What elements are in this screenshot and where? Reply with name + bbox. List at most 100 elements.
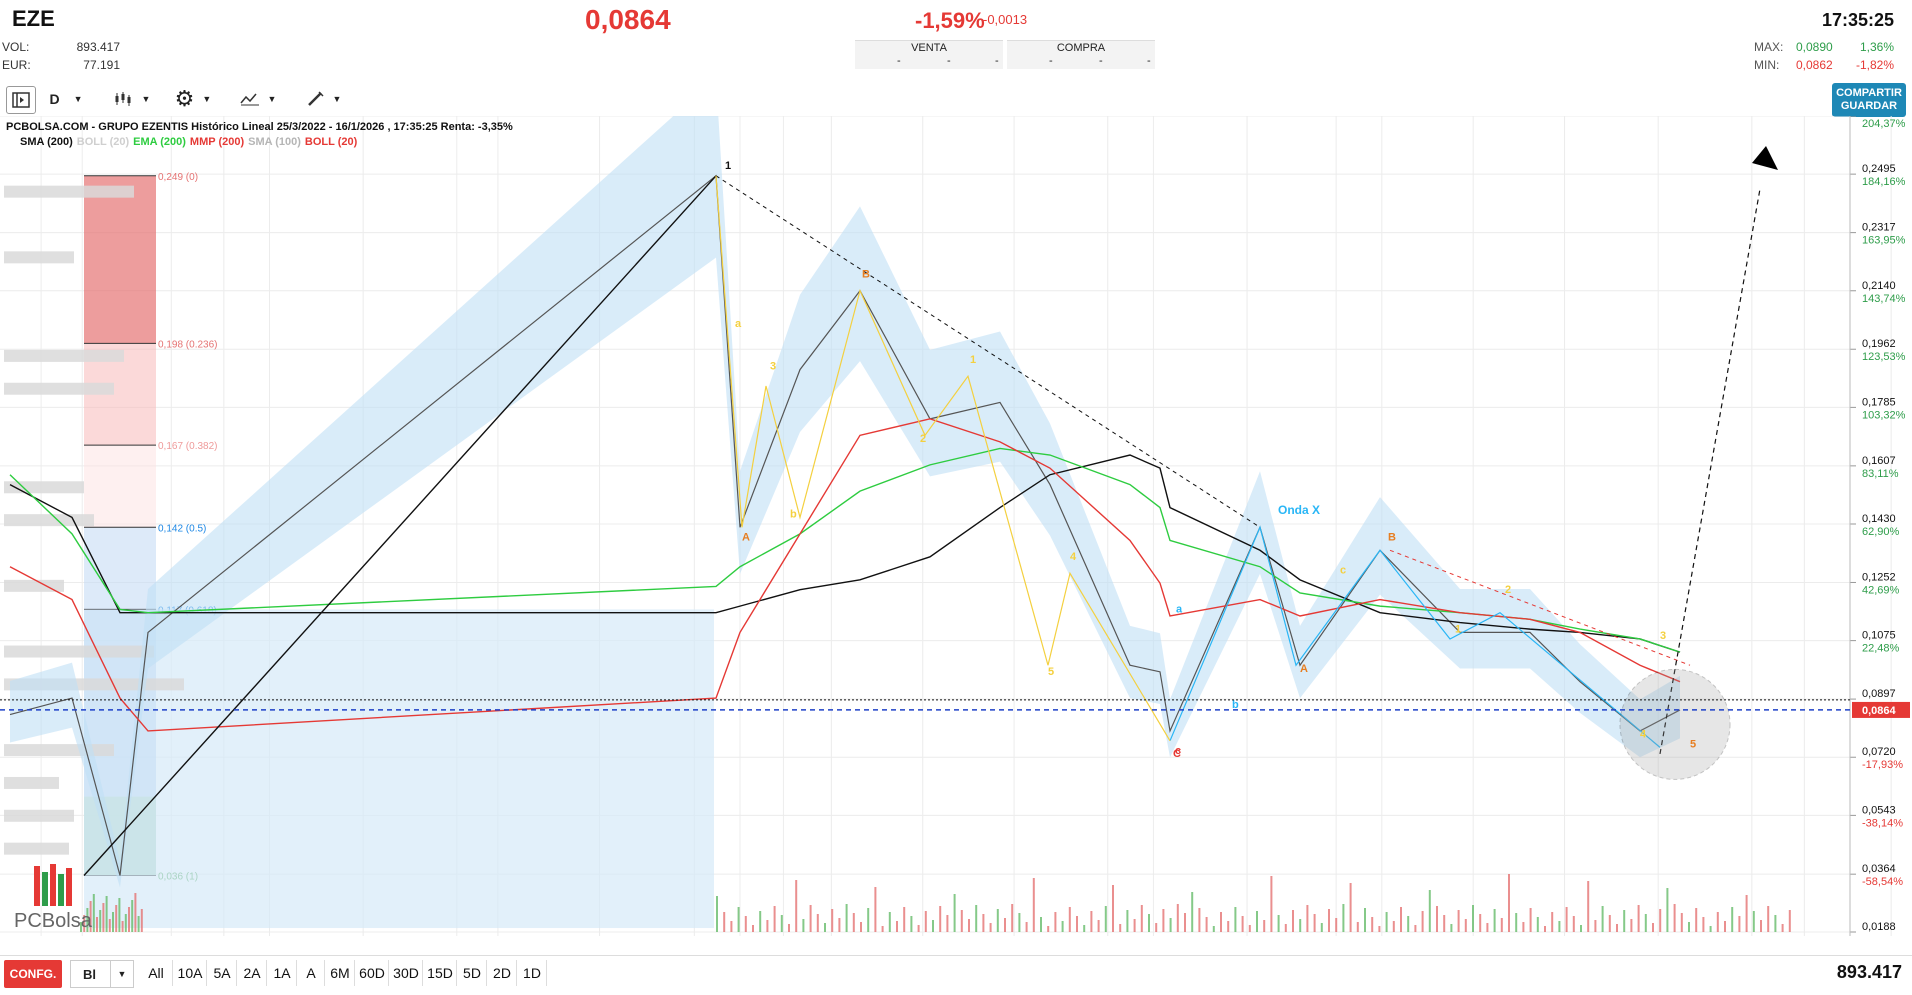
volume-bar — [1306, 905, 1309, 932]
range-button-15d[interactable]: 15D — [424, 960, 457, 986]
y-pct-label: 22,48% — [1862, 643, 1900, 655]
chart-type-select[interactable]: ▼ — [110, 86, 154, 112]
volume-bar — [1688, 922, 1690, 932]
volume-bar — [759, 911, 762, 932]
range-button-6m[interactable]: 6M — [326, 960, 355, 986]
volume-bar — [809, 905, 812, 932]
volume-bar — [89, 901, 92, 932]
range-button-5d[interactable]: 5D — [458, 960, 487, 986]
y-pct-label: -38,14% — [1862, 817, 1903, 829]
volume-bar — [1767, 906, 1770, 932]
wave-label: B — [862, 269, 870, 281]
y-tick-label: 0,2317 — [1862, 222, 1896, 234]
min-pct: -1,82% — [1855, 58, 1894, 72]
period-select[interactable]: D ▼ — [48, 86, 84, 112]
price-chart[interactable]: 0,249 (0) 0,198 (0.236) 0,167 (0.382) 0,142… — [0, 116, 1912, 936]
mode-select[interactable]: Bl ▼ — [70, 960, 134, 988]
volume-bar — [1328, 909, 1330, 932]
volume-profile-bar — [4, 842, 69, 855]
volume-bar — [1702, 917, 1705, 932]
watermark-text: PCBolsa — [14, 910, 92, 932]
range-button-30d[interactable]: 30D — [390, 960, 423, 986]
volume-bar — [1025, 922, 1028, 932]
volume-bar — [137, 916, 140, 932]
eur-value: 77.191 — [83, 58, 120, 72]
min-label: MIN: — [1754, 58, 1780, 72]
volume-bar — [1493, 909, 1496, 932]
config-button[interactable]: CONFG. — [4, 960, 62, 988]
wave-label: 5 — [1690, 738, 1696, 750]
volume-bar — [1659, 909, 1662, 932]
wave-label: 4 — [1070, 551, 1077, 563]
volume-bar — [1040, 917, 1042, 932]
current-price-tag — [1852, 701, 1910, 718]
range-button-2d[interactable]: 2D — [488, 960, 517, 986]
chevron-down-icon: ▼ — [73, 94, 83, 104]
y-tick-label: 0,1075 — [1862, 630, 1896, 642]
volume-bar — [1191, 892, 1194, 932]
order-book: VENTA - - - COMPRA - - - — [855, 40, 1155, 69]
volume-profile-bar — [4, 744, 114, 757]
range-button-1a[interactable]: 1A — [268, 960, 297, 986]
impulse-line — [83, 175, 717, 876]
drawing-tools-select[interactable]: ▼ — [302, 86, 346, 112]
volume-bar — [1724, 921, 1726, 932]
volume-bar — [1464, 919, 1467, 932]
indicators-select[interactable]: ▼ — [236, 86, 280, 112]
range-button-5a[interactable]: 5A — [208, 960, 237, 986]
y-tick-label: 0,0720 — [1862, 746, 1896, 758]
range-button-10a[interactable]: 10A — [174, 960, 207, 986]
range-button-60d[interactable]: 60D — [356, 960, 389, 986]
volume-bar — [1781, 924, 1784, 932]
volume-total: 893.417 — [1836, 962, 1902, 982]
series-line-precio — [9, 174, 1681, 876]
toggle-panel-icon[interactable] — [6, 86, 36, 114]
wave-label: a — [735, 318, 742, 330]
y-pct-label: 123,53% — [1862, 351, 1906, 363]
volume-bar — [1068, 907, 1071, 932]
volume-bar — [1018, 913, 1021, 932]
period-label: D — [49, 91, 60, 107]
range-button-a[interactable]: A — [298, 960, 325, 986]
share-save-button[interactable]: COMPARTIR GUARDAR — [1832, 83, 1906, 117]
volume-profile-bar — [4, 776, 59, 789]
sell-dash: - — [947, 55, 951, 67]
volume-bar — [1551, 912, 1554, 932]
chart-axes: SepOctDic2023FebAbrJunJulSepNovDic2024Fe… — [0, 116, 1910, 936]
eur-label: EUR: — [2, 58, 31, 72]
volume-bar — [140, 909, 143, 932]
max-pct: 1,36% — [1859, 40, 1894, 54]
fibonacci-label: 0,249 (0) — [158, 172, 198, 183]
volume-bar — [1378, 926, 1381, 932]
volume-row: VOL: 893.417 — [2, 40, 120, 54]
wave-label: b — [790, 508, 797, 520]
volume-bar — [1320, 923, 1323, 932]
volume-bar — [1572, 916, 1575, 932]
volume-bar — [1522, 922, 1525, 932]
range-button-all[interactable]: All — [140, 960, 173, 986]
volume-bar — [1133, 919, 1136, 932]
volume-bar — [1054, 912, 1057, 932]
volume-bar — [1558, 921, 1561, 932]
range-button-2a[interactable]: 2A — [238, 960, 267, 986]
wave-label: 2 — [1505, 584, 1511, 596]
volume-bar — [1263, 920, 1266, 932]
y-pct-label: 184,16% — [1862, 176, 1906, 188]
settings-select[interactable]: ⚙ ▼ — [170, 86, 216, 112]
pencil-icon — [307, 91, 324, 106]
volume-bar — [852, 913, 855, 932]
volume-bar — [1580, 925, 1582, 932]
range-button-1d[interactable]: 1D — [518, 960, 547, 986]
volume-bar — [1608, 915, 1611, 932]
volume-bar — [1061, 921, 1064, 932]
y-tick-label: 0,0188 — [1862, 921, 1896, 933]
y-tick-label: 0,1430 — [1862, 513, 1896, 525]
volume-bar — [1234, 907, 1237, 932]
elliott-zigzag — [1169, 525, 1661, 748]
volume-bar — [1400, 907, 1402, 932]
volume-profile-bar — [4, 382, 114, 395]
volume-bar — [1227, 921, 1230, 932]
wave-label: 1 — [1455, 623, 1461, 635]
y-tick-label: 0,1607 — [1862, 455, 1896, 467]
volume-profile-bar — [4, 514, 94, 527]
